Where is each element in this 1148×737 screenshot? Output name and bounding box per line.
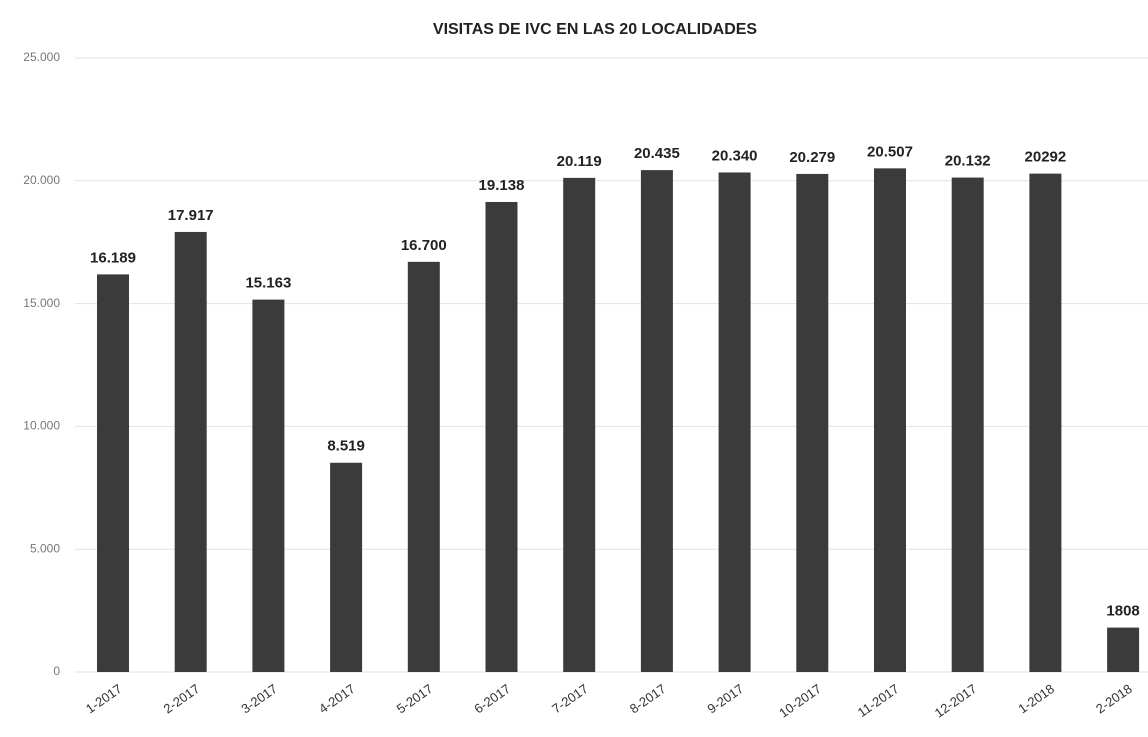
bar [1107, 627, 1140, 672]
bar [718, 172, 751, 673]
x-tick-label: 9-2017 [705, 681, 747, 717]
x-tick-label: 11-2017 [855, 681, 902, 720]
x-tick-label: 1-2018 [1015, 681, 1057, 717]
bar [407, 261, 440, 672]
y-tick-label: 0 [53, 664, 60, 678]
x-tick-label: 7-2017 [549, 681, 591, 717]
value-label: 20292 [1025, 149, 1067, 166]
bar [252, 299, 285, 672]
x-tick-label: 3-2017 [238, 681, 280, 717]
chart-title: VISITAS DE IVC EN LAS 20 LOCALIDADES [433, 21, 758, 38]
y-tick-label: 5.000 [30, 541, 60, 555]
x-tick-label: 5-2017 [394, 681, 436, 717]
value-label: 20.119 [557, 153, 602, 170]
x-tick-label: 10-2017 [776, 681, 824, 721]
value-label: 20.507 [867, 143, 913, 160]
value-label: 16.189 [90, 249, 136, 266]
value-label: 20.132 [945, 153, 991, 170]
bar [1029, 173, 1062, 672]
bar [796, 173, 829, 672]
bar [874, 168, 906, 672]
x-tick-label: 2-2018 [1093, 681, 1135, 717]
x-tick-label: 2-2017 [161, 681, 203, 717]
bar [174, 231, 207, 672]
x-tick-label: 4-2017 [316, 681, 358, 717]
value-label: 20.279 [789, 149, 835, 166]
value-label: 16.700 [401, 237, 447, 254]
y-tick-label: 20.000 [23, 173, 60, 187]
y-tick-label: 25.000 [23, 50, 60, 64]
x-tick-label: 1-2017 [83, 681, 125, 717]
bar [640, 170, 673, 672]
value-label: 19.138 [479, 177, 525, 194]
value-label: 15.163 [245, 275, 291, 292]
y-tick-label: 10.000 [23, 419, 60, 433]
bar [563, 177, 596, 672]
value-label: 1808 [1106, 603, 1139, 620]
bar [330, 462, 363, 672]
value-label: 20.435 [634, 145, 680, 162]
bar [97, 274, 129, 672]
x-tick-label: 8-2017 [627, 681, 669, 717]
y-tick-label: 15.000 [23, 296, 60, 310]
bar [951, 177, 984, 672]
value-label: 17.917 [168, 207, 214, 224]
value-label: 8.519 [327, 438, 365, 455]
bar [485, 201, 518, 673]
value-label: 20.340 [712, 147, 758, 164]
x-tick-label: 12-2017 [932, 681, 980, 721]
x-tick-label: 6-2017 [471, 681, 513, 717]
